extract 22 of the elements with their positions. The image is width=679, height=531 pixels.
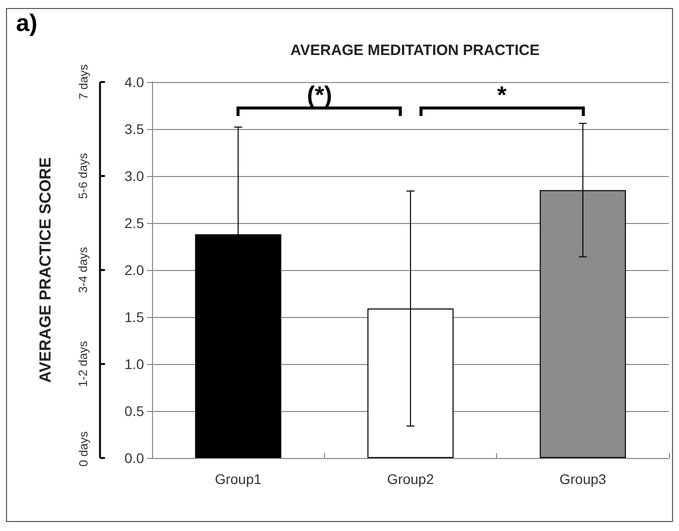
text: 0 days: [76, 430, 90, 466]
y-tick-label: 2.5: [124, 215, 144, 231]
annotation: (*): [306, 82, 332, 110]
y-tick-label: 4.0: [124, 74, 144, 90]
x-tick-label: Group2: [387, 471, 434, 487]
y-tick-label: 3.5: [124, 121, 144, 137]
annotation: *: [497, 82, 506, 110]
y-axis-title: AVERAGE PRACTICE SCORE: [38, 156, 54, 383]
y-tick-label: 0.0: [124, 450, 144, 466]
y-tick-label: 3.0: [124, 168, 144, 184]
x-tick-label: Group3: [559, 471, 606, 487]
text: a): [16, 10, 38, 38]
text: 3-4 days: [76, 246, 90, 294]
y-tick-label: 0.5: [124, 403, 144, 419]
text: 1-2 days: [76, 340, 90, 388]
chart-title: AVERAGE MEDITATION PRACTICE: [290, 42, 540, 59]
x-tick-label: Group1: [214, 471, 262, 487]
y-tick-label: 1.0: [124, 356, 144, 372]
y-tick-label: 1.5: [124, 309, 144, 325]
y-tick-label: 2.0: [124, 262, 144, 278]
text: 7 days: [76, 64, 90, 100]
text: 5-6 days: [76, 152, 90, 200]
